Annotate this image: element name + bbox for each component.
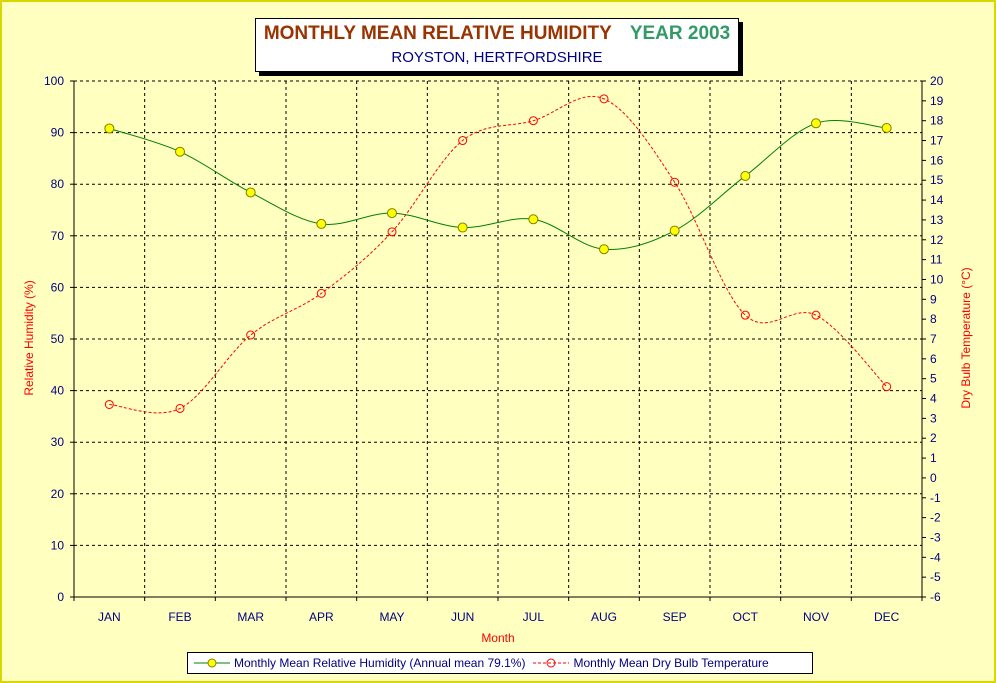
humidity-point xyxy=(316,218,327,229)
y2-tick-label: 9 xyxy=(930,292,937,306)
y-tick-label: 50 xyxy=(51,332,65,346)
temperature-point xyxy=(316,288,326,298)
y2-tick-label: 4 xyxy=(930,392,937,406)
temperature-point xyxy=(882,382,892,392)
y2-tick-label: 13 xyxy=(930,213,944,227)
humidity-point xyxy=(104,123,115,134)
y-tick-label: 30 xyxy=(51,435,65,449)
y-tick-label: 0 xyxy=(57,590,64,604)
temperature-point xyxy=(740,310,750,320)
x-tick-label: NOV xyxy=(803,610,829,624)
humidity-point xyxy=(811,118,821,129)
chart-title: MONTHLY MEAN RELATIVE HUMIDITY xyxy=(263,23,612,44)
axes: 0102030405060708090100-6-5-4-3-2-1012345… xyxy=(44,74,944,624)
y2-tick-label: 18 xyxy=(930,114,944,128)
series xyxy=(104,94,892,414)
y2-tick-label: -3 xyxy=(930,530,941,544)
humidity-point xyxy=(528,214,539,225)
y-tick-label: 70 xyxy=(51,229,65,243)
y-tick-label: 100 xyxy=(44,74,64,88)
grid xyxy=(74,80,922,597)
title-line: MONTHLY MEAN RELATIVE HUMIDITY YEAR 2003 xyxy=(256,23,738,45)
temperature-point xyxy=(528,116,538,126)
y2-tick-label: 20 xyxy=(930,74,944,88)
x-tick-label: OCT xyxy=(733,610,759,624)
x-tick-label: JAN xyxy=(98,610,121,624)
title-box: MONTHLY MEAN RELATIVE HUMIDITY YEAR 2003 … xyxy=(255,18,739,72)
y2-tick-label: 10 xyxy=(930,272,944,286)
x-tick-label: AUG xyxy=(591,610,617,624)
y2-tick-label: 16 xyxy=(930,153,944,167)
temperature-point xyxy=(670,177,680,187)
y2-tick-label: 2 xyxy=(930,431,937,445)
legend-humidity-label: Monthly Mean Relative Humidity (Annual m… xyxy=(234,656,526,670)
y-tick-label: 10 xyxy=(51,538,65,552)
y2-tick-label: 12 xyxy=(930,233,944,247)
y2-tick-label: 0 xyxy=(930,471,937,485)
y2-tick-label: 5 xyxy=(930,372,937,386)
y2-tick-label: 3 xyxy=(930,411,937,425)
chart-subtitle: ROYSTON, HERTFORDSHIRE xyxy=(391,49,603,66)
temperature-point xyxy=(387,227,397,237)
legend-temperature-symbol xyxy=(533,658,570,668)
y2-tick-label: 7 xyxy=(930,332,937,346)
humidity-point xyxy=(457,222,468,233)
x-tick-label: JUL xyxy=(523,610,545,624)
x-tick-label: APR xyxy=(309,610,334,624)
legend-humidity-symbol xyxy=(194,658,230,668)
y2-tick-label: 17 xyxy=(930,134,944,148)
y2-tick-label: -6 xyxy=(930,590,941,604)
chart-title-year: YEAR 2003 xyxy=(629,23,731,44)
y2-tick-label: 15 xyxy=(930,173,944,187)
y2-tick-label: -4 xyxy=(930,550,941,564)
x-tick-label: FEB xyxy=(168,610,191,624)
y2-tick-label: 19 xyxy=(930,94,944,108)
temperature-point xyxy=(104,399,114,409)
x-tick-label: SEP xyxy=(663,610,687,624)
temperature-point xyxy=(458,136,468,146)
y-tick-label: 40 xyxy=(51,384,65,398)
humidity-point xyxy=(669,225,680,236)
y2-tick-label: -5 xyxy=(930,570,941,584)
humidity-point xyxy=(387,208,397,219)
y-tick-label: 80 xyxy=(51,177,65,191)
x-axis-title: Month xyxy=(481,631,514,645)
humidity-point xyxy=(245,187,256,198)
x-tick-label: DEC xyxy=(874,610,900,624)
temperature-point xyxy=(246,330,256,340)
humidity-point xyxy=(175,146,185,157)
temperature-point xyxy=(811,310,821,320)
y-tick-label: 90 xyxy=(51,126,65,140)
y2-tick-label: 8 xyxy=(930,312,937,326)
x-tick-label: MAR xyxy=(237,610,264,624)
humidity-point xyxy=(740,170,751,181)
humidity-point xyxy=(881,122,892,133)
y2-tick-label: -2 xyxy=(930,511,941,525)
y2-tick-label: 6 xyxy=(930,352,937,366)
legend: Monthly Mean Relative Humidity (Annual m… xyxy=(187,652,813,674)
x-tick-label: JUN xyxy=(451,610,474,624)
temperature-point xyxy=(175,403,185,413)
series-line-humidity xyxy=(109,120,887,250)
x-tick-label: MAY xyxy=(379,610,404,624)
legend-temperature-label: Monthly Mean Dry Bulb Temperature xyxy=(573,656,769,670)
y-tick-label: 20 xyxy=(51,487,65,501)
y2-axis-title: Dry Bulb Temperature (°C) xyxy=(959,267,973,408)
legend-item-temperature: Monthly Mean Dry Bulb Temperature xyxy=(533,656,769,670)
y2-tick-label: 11 xyxy=(930,253,943,267)
legend-item-humidity: Monthly Mean Relative Humidity (Annual m… xyxy=(194,656,525,670)
y2-tick-label: 14 xyxy=(930,193,944,207)
temperature-point xyxy=(599,94,609,104)
y2-tick-label: -1 xyxy=(930,491,941,505)
y2-tick-label: 1 xyxy=(930,451,937,465)
y-axis-title: Relative Humidity (%) xyxy=(22,280,36,395)
y-tick-label: 60 xyxy=(51,280,65,294)
humidity-point xyxy=(599,244,609,255)
